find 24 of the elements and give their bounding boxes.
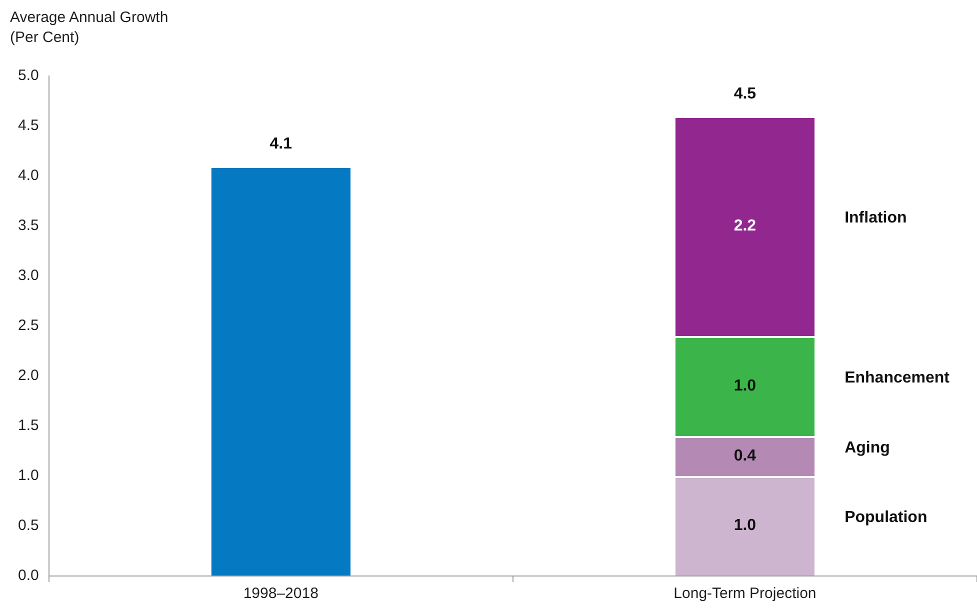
y-tick-label: 1.0 xyxy=(18,467,39,484)
y-tick-label: 0.0 xyxy=(18,567,39,584)
y-tick-label: 1.5 xyxy=(18,417,39,434)
data-label: 0.4 xyxy=(734,447,756,464)
series-label: Enhancement xyxy=(844,369,950,386)
series-label: Population xyxy=(844,509,928,526)
series-label: Inflation xyxy=(844,209,907,226)
total-label: 4.5 xyxy=(734,85,756,102)
data-label: 4.1 xyxy=(270,135,292,152)
x-tick-label: 1998–2018 xyxy=(243,585,318,602)
x-tick-label: Long-Term Projection xyxy=(674,585,816,602)
y-axis-title: Average Annual Growth (Per Cent) xyxy=(10,8,170,48)
series-label: Aging xyxy=(844,439,890,456)
y-tick-label: 2.5 xyxy=(18,317,39,334)
y-tick-label: 3.5 xyxy=(18,217,39,234)
data-label: 1.0 xyxy=(734,377,756,394)
y-tick-label: 4.5 xyxy=(18,117,39,134)
y-tick-label: 3.0 xyxy=(18,267,39,284)
data-label: 2.2 xyxy=(734,217,756,234)
y-tick-label: 2.0 xyxy=(18,367,39,384)
data-label: 1.0 xyxy=(734,517,756,534)
y-tick-label: 5.0 xyxy=(18,67,39,84)
y-tick-label: 0.5 xyxy=(18,517,39,534)
y-tick-label: 4.0 xyxy=(18,167,39,184)
